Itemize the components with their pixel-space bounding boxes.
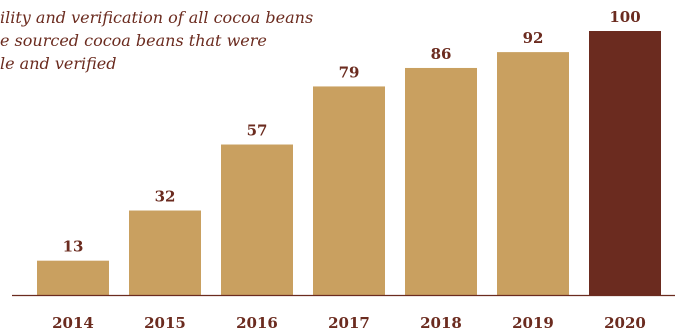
bar-2018	[405, 67, 477, 296]
category-label-2015: 2015	[144, 314, 186, 329]
category-label-2018: 2018	[420, 314, 462, 329]
bar-2020	[589, 31, 661, 295]
bar-2014	[37, 260, 109, 295]
value-label-2014: 13	[63, 238, 84, 256]
value-label-2015: 32	[155, 188, 176, 206]
caption-line-2: e sourced cocoa beans that were	[0, 31, 267, 50]
bar-2016	[221, 144, 293, 295]
value-label-2018: 86	[431, 45, 452, 63]
category-label-2014: 2014	[52, 314, 94, 329]
chart-caption: ility and verification of all cocoa bean…	[0, 6, 360, 75]
value-label-2019: 92	[523, 29, 544, 47]
category-label-2016: 2016	[236, 314, 278, 329]
value-label-2020: 100	[609, 8, 640, 26]
category-label-2017: 2017	[328, 314, 370, 329]
value-label-2017: 79	[339, 63, 360, 81]
bar-2017	[313, 86, 385, 295]
bar-2015	[129, 210, 201, 295]
category-label-2019: 2019	[512, 314, 554, 329]
caption-line-3: le and verified	[0, 54, 117, 73]
bar-2019	[497, 52, 569, 296]
value-label-2016: 57	[247, 122, 268, 140]
caption-line-1: ility and verification of all cocoa bean…	[0, 8, 314, 27]
category-label-2020: 2020	[604, 314, 646, 329]
